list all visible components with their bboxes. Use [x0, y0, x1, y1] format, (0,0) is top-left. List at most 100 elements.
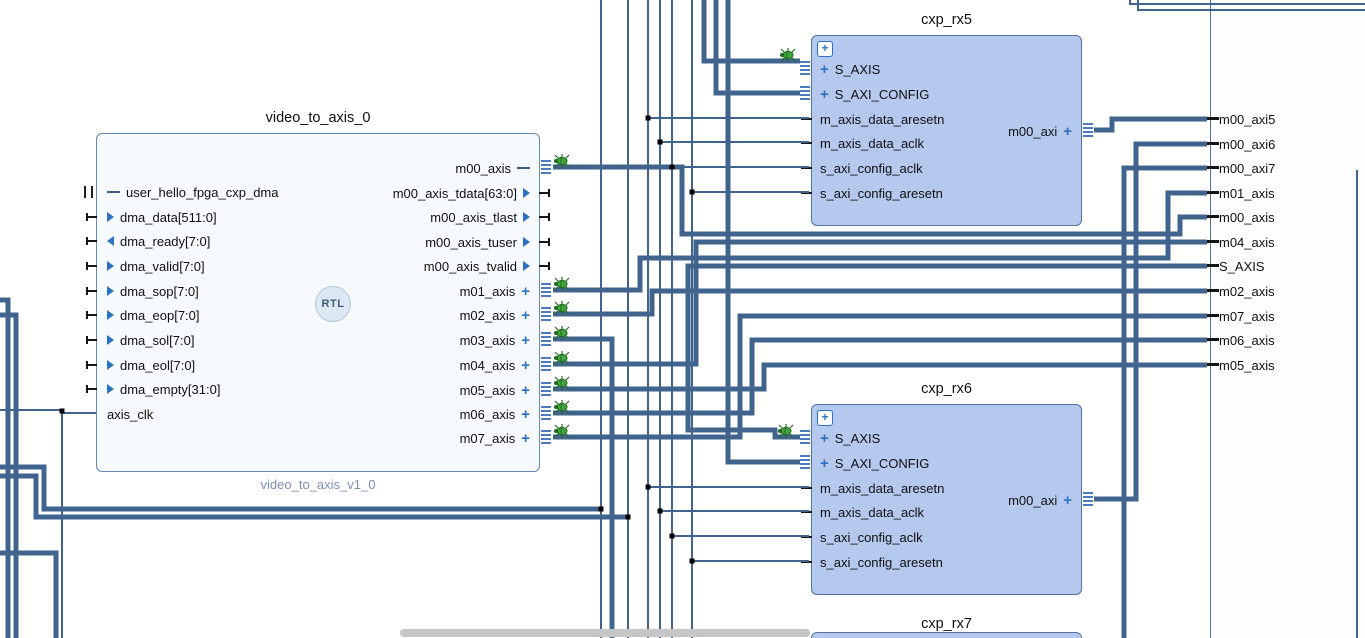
- pin-rx6-m-axis-data-aclk[interactable]: m_axis_data_aclk: [801, 501, 924, 523]
- interface-connection-icon: [541, 283, 551, 299]
- net-rx6-m00-axi[interactable]: [1094, 141, 1207, 502]
- net-junction-dot: [669, 533, 675, 539]
- net-wire[interactable]: [0, 297, 11, 638]
- expand-interface-icon[interactable]: +: [1063, 122, 1072, 140]
- expand-interface-icon[interactable]: +: [521, 306, 530, 324]
- expand-interface-icon[interactable]: +: [820, 429, 829, 447]
- pin-m02-axis[interactable]: m02_axis +: [460, 304, 551, 326]
- net-rx5-s-axis[interactable]: [701, 0, 800, 64]
- net-rx5-s-axi-config[interactable]: [713, 0, 800, 96]
- expand-block-icon[interactable]: +: [817, 41, 833, 57]
- pin-right-m02-axis[interactable]: m02_axis: [1203, 280, 1275, 302]
- pin-right-m06-axis[interactable]: m06_axis: [1203, 329, 1275, 351]
- pin-right-m00-axis[interactable]: m00_axis: [1203, 206, 1275, 228]
- expand-interface-icon[interactable]: +: [1063, 491, 1072, 509]
- pin-m00-axis-tdata[interactable]: m00_axis_tdata[63:0]: [393, 182, 550, 204]
- debug-bug-icon[interactable]: [553, 375, 570, 391]
- pin-rx5-s-axis[interactable]: + S_AXIS: [800, 58, 880, 80]
- debug-bug-icon[interactable]: [553, 399, 570, 415]
- net-rx5-m00-axi[interactable]: [1094, 116, 1207, 133]
- expand-interface-icon[interactable]: +: [521, 429, 530, 447]
- pin-m00-axis[interactable]: m00_axis: [455, 157, 551, 179]
- expand-interface-icon[interactable]: +: [521, 331, 530, 349]
- expand-interface-icon[interactable]: +: [521, 381, 530, 399]
- expand-block-icon[interactable]: +: [817, 410, 833, 426]
- pin-right-m04-axis[interactable]: m04_axis: [1203, 231, 1275, 253]
- pin-m00-axis-tlast[interactable]: m00_axis_tlast: [430, 206, 550, 228]
- debug-bug-icon[interactable]: [553, 350, 570, 366]
- net-wire-axis-clk[interactable]: [61, 412, 96, 638]
- pin-stub: [539, 241, 550, 243]
- pin-rx6-s-axi-config-aresetn[interactable]: s_axi_config_aresetn: [801, 551, 943, 573]
- block-cxp-rx6[interactable]: + + S_AXIS + S_AXI_CONFIG m_axis_data_ar…: [800, 404, 1093, 595]
- pin-right-m00-axi7[interactable]: m00_axi7: [1203, 157, 1275, 179]
- expand-interface-icon[interactable]: +: [521, 405, 530, 423]
- pin-m03-axis[interactable]: m03_axis +: [460, 329, 551, 351]
- pin-m04-axis[interactable]: m04_axis +: [460, 354, 551, 376]
- pin-axis-clk[interactable]: axis_clk: [107, 406, 154, 422]
- expand-interface-icon[interactable]: +: [820, 454, 829, 472]
- debug-bug-icon[interactable]: [553, 300, 570, 316]
- pin-m01-axis[interactable]: m01_axis +: [460, 280, 551, 302]
- pin-stub: [86, 364, 97, 366]
- pin-dma-sop[interactable]: dma_sop[7:0]: [86, 280, 199, 302]
- net-wire[interactable]: [0, 312, 19, 638]
- pin-rx6-s-axi-config-aclk[interactable]: s_axi_config_aclk: [801, 526, 923, 548]
- pin-m00-axis-tvalid[interactable]: m00_axis_tvalid: [424, 255, 550, 277]
- pin-m06-axis[interactable]: m06_axis +: [460, 403, 551, 425]
- net-m06-axis[interactable]: [553, 337, 1207, 416]
- pin-m05-axis[interactable]: m05_axis +: [460, 379, 551, 401]
- net-m02-axis[interactable]: [553, 288, 1207, 317]
- block-right-partial[interactable]: m00_axi5 m00_axi6 m00_axi7 m01_axis m00_…: [1203, 0, 1365, 638]
- debug-bug-icon[interactable]: [779, 47, 796, 63]
- pin-dma-eop[interactable]: dma_eop[7:0]: [86, 304, 200, 326]
- pin-rx5-s-axi-config-aclk[interactable]: s_axi_config_aclk: [801, 157, 923, 179]
- net-m04-axis[interactable]: [553, 239, 1207, 367]
- net-rx6-s-axi-config[interactable]: [725, 0, 800, 465]
- pin-right-m00-axi6[interactable]: m00_axi6: [1203, 133, 1275, 155]
- net-m03-axis[interactable]: [553, 336, 615, 638]
- pin-rx5-m-axis-data-aclk[interactable]: m_axis_data_aclk: [801, 132, 924, 154]
- debug-bug-icon[interactable]: [553, 276, 570, 292]
- pin-rx5-s-axi-config-aresetn[interactable]: s_axi_config_aresetn: [801, 182, 943, 204]
- pin-right-s-axis[interactable]: S_AXIS: [1203, 255, 1265, 277]
- pin-rx6-m-axis-data-aresetn[interactable]: m_axis_data_aresetn: [801, 477, 944, 499]
- pin-rx6-m00-axi[interactable]: m00_axi +: [1008, 489, 1093, 511]
- pin-rx6-s-axi-config[interactable]: + S_AXI_CONFIG: [800, 452, 929, 474]
- pin-right-m01-axis[interactable]: m01_axis: [1203, 182, 1275, 204]
- pin-rx5-m00-axi[interactable]: m00_axi +: [1008, 120, 1093, 142]
- pin-right-m07-axis[interactable]: m07_axis: [1203, 305, 1275, 327]
- debug-bug-icon[interactable]: [553, 153, 570, 169]
- pin-user-hello-fpga-cxp-dma[interactable]: user_hello_fpga_cxp_dma: [84, 181, 279, 203]
- pin-m00-axis-tuser[interactable]: m00_axis_tuser: [425, 231, 550, 253]
- pin-dma-data[interactable]: dma_data[511:0]: [86, 206, 217, 228]
- debug-bug-icon[interactable]: [777, 423, 794, 439]
- debug-bug-icon[interactable]: [553, 423, 570, 439]
- pin-right-m05-axis[interactable]: m05_axis: [1203, 354, 1275, 376]
- pin-rx5-m-axis-data-aresetn[interactable]: m_axis_data_aresetn: [801, 108, 944, 130]
- pin-dma-ready[interactable]: dma_ready[7:0]: [86, 230, 210, 252]
- expand-interface-icon[interactable]: +: [521, 282, 530, 300]
- net-junction-dot: [645, 484, 651, 490]
- pin-right-m00-axi5[interactable]: m00_axi5: [1203, 108, 1275, 130]
- expand-interface-icon[interactable]: +: [820, 60, 829, 78]
- expand-interface-icon[interactable]: +: [521, 356, 530, 374]
- pin-m07-axis[interactable]: m07_axis +: [460, 427, 551, 449]
- net-wire[interactable]: [0, 550, 59, 638]
- expand-interface-icon[interactable]: +: [820, 85, 829, 103]
- net-junction-dot: [625, 514, 631, 520]
- pin-dma-eol[interactable]: dma_eol[7:0]: [86, 354, 195, 376]
- debug-bug-icon[interactable]: [553, 325, 570, 341]
- block-cxp-rx7[interactable]: [811, 632, 1082, 638]
- net-rx7-m00-axi[interactable]: [1121, 165, 1207, 638]
- block-cxp-rx5[interactable]: + + S_AXIS + S_AXI_CONFIG m_axis_data_ar…: [800, 35, 1093, 226]
- rtl-badge-icon: RTL: [315, 286, 351, 322]
- pin-dma-sol[interactable]: dma_sol[7:0]: [86, 329, 194, 351]
- pin-rx6-s-axis[interactable]: + S_AXIS: [800, 427, 880, 449]
- pin-dma-valid[interactable]: dma_valid[7:0]: [86, 255, 205, 277]
- block-video-to-axis-0[interactable]: RTL user_hello_fpga_cxp_dma dma_data[511…: [84, 133, 551, 472]
- pin-dma-empty[interactable]: dma_empty[31:0]: [86, 378, 220, 400]
- horizontal-scrollbar-thumb[interactable]: [400, 629, 810, 637]
- pin-rx5-s-axi-config[interactable]: + S_AXI_CONFIG: [800, 83, 929, 105]
